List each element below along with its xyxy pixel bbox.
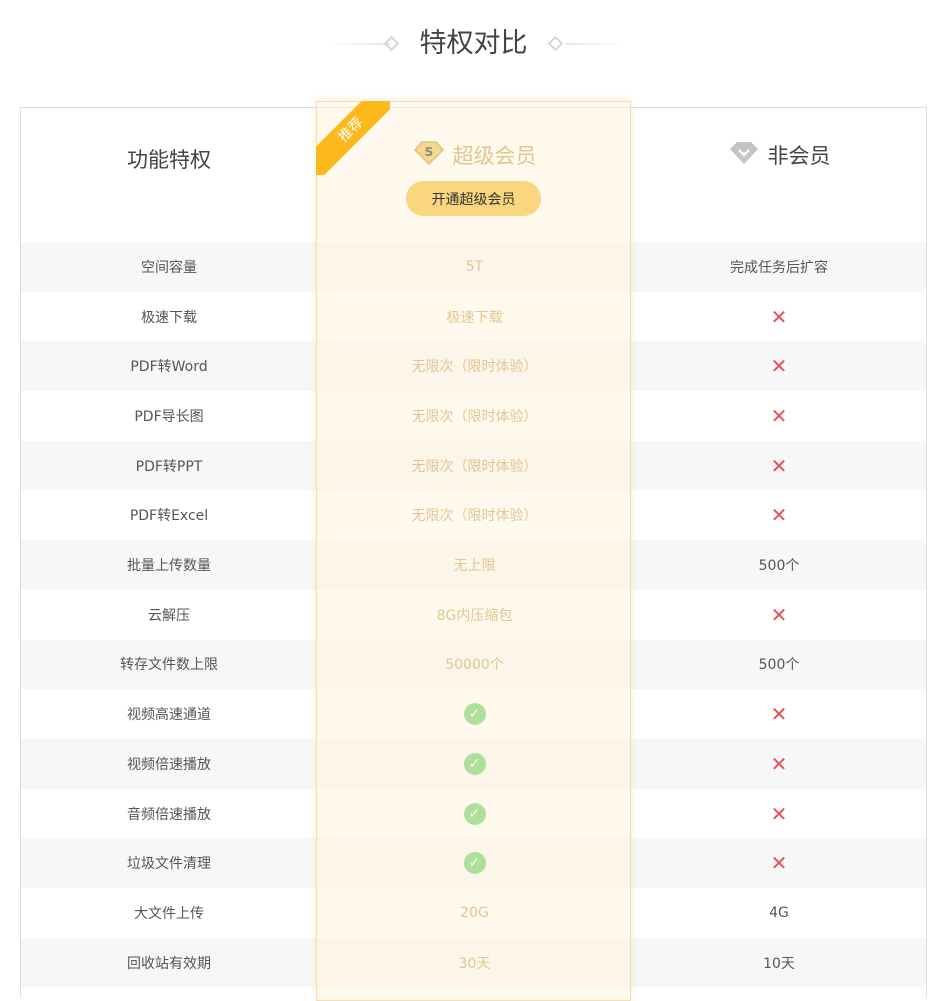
- table-row: 音频倍速播放 ✓ ✕: [21, 789, 926, 839]
- table-row: PDF转Word 无限次（限时体验） ✕: [21, 341, 926, 392]
- vip-column-title: 超级会员: [452, 144, 537, 168]
- table-header: 功能特权 S 超级会员 非会员: [21, 108, 926, 242]
- feature-cell: 垃圾文件清理: [127, 856, 211, 873]
- vip-cell: 30天: [458, 955, 491, 972]
- check-icon: ✓: [463, 752, 486, 775]
- table-row: 空间容量 5T 完成任务后扩容: [21, 242, 926, 292]
- free-cell: ✕: [632, 491, 926, 541]
- cross-icon: ✕: [770, 354, 788, 379]
- table-row: 回收站有效期 30天 10天: [21, 937, 926, 988]
- feature-cell: 视频高速通道: [127, 707, 211, 724]
- vip-cell: 20G: [460, 904, 489, 921]
- cross-icon: ✕: [770, 304, 788, 329]
- table-row: 大文件上传 20G 4G: [21, 888, 926, 938]
- vip-cell: 极速下载: [446, 309, 503, 326]
- table-row: 批量上传数量 无上限 500个: [21, 540, 926, 590]
- table-row: 极速下载 极速下载 ✕: [21, 292, 926, 342]
- table-row: PDF转Excel 无限次（限时体验） ✕: [21, 491, 926, 541]
- vip-cell: ✓: [317, 789, 632, 839]
- feature-cell: 大文件上传: [134, 905, 204, 922]
- feature-cell: 回收站有效期: [127, 955, 211, 972]
- free-cell: 完成任务后扩容: [730, 259, 828, 276]
- vip-cell: 50000个: [445, 657, 504, 674]
- table-row: PDF转PPT 无限次（限时体验） ✕: [21, 440, 926, 491]
- free-cell: ✕: [632, 838, 926, 888]
- free-cell: ✕: [632, 590, 926, 640]
- free-cell: 500个: [758, 558, 800, 575]
- free-cell: ✕: [632, 689, 926, 739]
- check-icon: ✓: [463, 852, 486, 875]
- feature-cell: 批量上传数量: [127, 558, 211, 575]
- cross-icon: ✕: [770, 503, 788, 528]
- page-title: 特权对比: [419, 28, 528, 59]
- vip-column-header: S 超级会员: [317, 108, 632, 242]
- feature-cell: 转存文件数上限: [120, 657, 218, 674]
- table-row: 转存文件数上限 50000个 500个: [21, 639, 926, 690]
- vip-cell: ✓: [317, 689, 632, 739]
- open-vip-button[interactable]: 开通超级会员: [406, 181, 541, 216]
- feature-cell: PDF转Excel: [129, 508, 209, 525]
- free-column-header: 非会员: [632, 108, 926, 242]
- vip-cell: 无上限: [453, 558, 496, 575]
- svg-text:S: S: [424, 145, 433, 159]
- comparison-table: 功能特权 S 超级会员 非会员 空间容量 5T 完成任务后扩容 极速下载 极速下载 ✕ PD…: [20, 107, 927, 997]
- free-cell: ✕: [632, 739, 926, 789]
- table-row: 垃圾文件清理 ✓ ✕: [21, 838, 926, 889]
- cross-icon: ✕: [770, 403, 788, 428]
- vip-cell: 5T: [465, 258, 484, 275]
- vip-cell: ✓: [317, 838, 632, 888]
- feature-cell: PDF导长图: [134, 408, 204, 425]
- feature-cell: PDF转PPT: [135, 458, 203, 475]
- cross-icon: ✕: [770, 751, 788, 776]
- free-cell: 4G: [769, 904, 789, 921]
- title-divider-left: [330, 43, 390, 45]
- free-cell: ✕: [632, 391, 926, 441]
- cross-icon: ✕: [770, 801, 788, 826]
- s-diamond-icon: S: [413, 141, 444, 166]
- check-icon: ✓: [463, 802, 486, 825]
- feature-cell: PDF转Word: [130, 359, 208, 376]
- table-row: 视频倍速播放 ✓ ✕: [21, 739, 926, 789]
- vip-cell: 无限次（限时体验）: [411, 408, 538, 425]
- feature-cell: 空间容量: [141, 259, 197, 276]
- vip-cell: 无限次（限时体验）: [411, 508, 538, 525]
- free-cell: ✕: [632, 441, 926, 491]
- recommend-ribbon: 推荐: [316, 101, 390, 175]
- cross-icon: ✕: [770, 702, 788, 727]
- free-column-title: 非会员: [767, 144, 831, 168]
- gray-diamond-icon: [729, 142, 758, 164]
- vip-cell: ✓: [317, 739, 632, 789]
- feature-cell: 极速下载: [141, 309, 197, 326]
- feature-cell: 视频倍速播放: [127, 756, 211, 773]
- free-cell: ✕: [632, 789, 926, 839]
- table-row: 视频高速通道 ✓ ✕: [21, 689, 926, 739]
- feature-column-header: 功能特权: [127, 148, 211, 172]
- free-cell: ✕: [632, 292, 926, 342]
- cross-icon: ✕: [770, 453, 788, 478]
- title-divider-right: [566, 43, 626, 45]
- check-icon: ✓: [463, 703, 486, 726]
- free-cell: 10天: [763, 955, 795, 972]
- vip-cell: 无限次（限时体验）: [411, 458, 538, 475]
- free-cell: ✕: [632, 341, 926, 391]
- table-row: 云解压 8G内压缩包 ✕: [21, 590, 926, 640]
- table-row: PDF导长图 无限次（限时体验） ✕: [21, 391, 926, 441]
- feature-cell: 音频倍速播放: [127, 806, 211, 823]
- cross-icon: ✕: [770, 602, 788, 627]
- free-cell: 500个: [758, 657, 800, 674]
- vip-cell: 8G内压缩包: [436, 607, 513, 624]
- feature-cell: 云解压: [148, 607, 190, 624]
- cross-icon: ✕: [770, 851, 788, 876]
- recommend-label: 推荐: [316, 101, 390, 175]
- vip-cell: 无限次（限时体验）: [411, 359, 538, 376]
